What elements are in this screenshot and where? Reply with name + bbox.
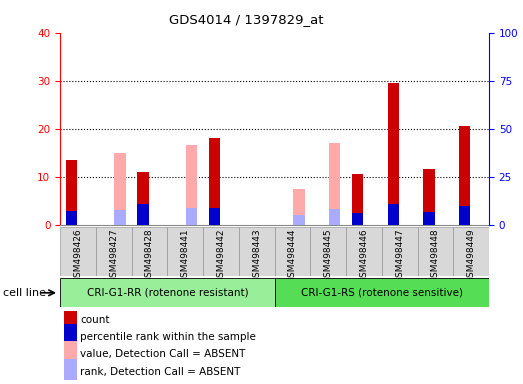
Bar [293, 215, 304, 225]
Bar [66, 160, 77, 225]
Text: GSM498442: GSM498442 [217, 228, 225, 283]
Text: cell line: cell line [3, 288, 46, 298]
Text: GSM498443: GSM498443 [252, 228, 261, 283]
Bar [167, 227, 203, 276]
Text: GSM498441: GSM498441 [181, 228, 190, 283]
Bar [459, 207, 470, 225]
Bar [275, 278, 489, 307]
Bar [275, 227, 310, 276]
Bar [209, 209, 220, 225]
Bar [138, 204, 149, 225]
Text: GSM498426: GSM498426 [74, 228, 83, 283]
Bar [388, 204, 399, 225]
Bar [352, 174, 363, 225]
Bar [60, 278, 275, 307]
Text: percentile rank within the sample: percentile rank within the sample [80, 332, 256, 342]
Bar [346, 227, 382, 276]
Bar [423, 169, 435, 225]
Bar [209, 138, 220, 225]
Bar [60, 227, 96, 276]
Text: GSM498444: GSM498444 [288, 228, 297, 283]
Bar [310, 227, 346, 276]
Bar [329, 143, 340, 225]
Bar [64, 341, 76, 367]
Bar [64, 307, 76, 333]
Bar [203, 227, 239, 276]
Bar [293, 189, 304, 225]
Bar [352, 213, 363, 225]
Bar [132, 227, 167, 276]
Text: GSM498448: GSM498448 [431, 228, 440, 283]
Text: rank, Detection Call = ABSENT: rank, Detection Call = ABSENT [80, 366, 241, 377]
Text: GDS4014 / 1397829_at: GDS4014 / 1397829_at [168, 13, 323, 26]
Bar [115, 210, 126, 225]
Text: GSM498428: GSM498428 [145, 228, 154, 283]
Bar [64, 359, 76, 384]
Text: CRI-G1-RS (rotenone sensitive): CRI-G1-RS (rotenone sensitive) [301, 288, 463, 298]
Text: GSM498446: GSM498446 [359, 228, 368, 283]
Bar [186, 209, 197, 225]
Text: count: count [80, 314, 110, 325]
Text: GSM498447: GSM498447 [395, 228, 404, 283]
Bar [453, 227, 489, 276]
Text: GSM498445: GSM498445 [324, 228, 333, 283]
Text: GSM498449: GSM498449 [467, 228, 475, 283]
Bar [138, 172, 149, 225]
Bar [239, 227, 275, 276]
Bar [115, 153, 126, 225]
Bar [388, 83, 399, 225]
Bar [66, 211, 77, 225]
Bar [382, 227, 417, 276]
Text: value, Detection Call = ABSENT: value, Detection Call = ABSENT [80, 349, 246, 359]
Text: CRI-G1-RR (rotenone resistant): CRI-G1-RR (rotenone resistant) [86, 288, 248, 298]
Bar [417, 227, 453, 276]
Bar [329, 209, 340, 225]
Bar [423, 212, 435, 225]
Text: GSM498427: GSM498427 [109, 228, 118, 283]
Bar [64, 324, 76, 350]
Bar [186, 146, 197, 225]
Bar [459, 126, 470, 225]
Bar [96, 227, 132, 276]
